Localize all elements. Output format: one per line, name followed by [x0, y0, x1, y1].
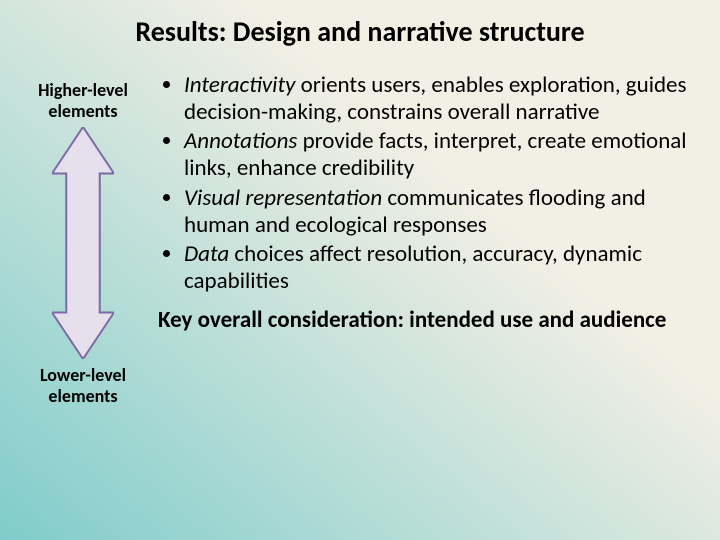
bullet-item: Annotations provide facts, interpret, cr… — [184, 128, 698, 182]
bullet-lead: Visual representation — [184, 184, 382, 212]
content-area: Interactivity orients users, enables exp… — [158, 72, 698, 334]
key-consideration: Key overall consideration: intended use … — [158, 307, 698, 334]
bullet-list: Interactivity orients users, enables exp… — [158, 72, 698, 295]
lower-level-label: Lower-level elements — [18, 365, 148, 406]
bullet-item: Visual representation communicates flood… — [184, 185, 698, 239]
slide: Results: Design and narrative structure … — [0, 0, 720, 540]
bullet-lead: Interactivity — [184, 71, 295, 99]
slide-title: Results: Design and narrative structure — [0, 14, 720, 49]
left-column: Higher-level elements Lower-level elemen… — [18, 80, 148, 407]
bullet-lead: Annotations — [184, 127, 297, 155]
lower-level-label-line2: elements — [48, 385, 117, 407]
lower-level-label-line1: Lower-level — [40, 364, 126, 386]
higher-level-label-line1: Higher-level — [38, 79, 128, 101]
bullet-item: Data choices affect resolution, accuracy… — [184, 241, 698, 295]
higher-level-label-line2: elements — [48, 100, 117, 122]
bullet-lead: Data — [184, 240, 229, 268]
bullet-rest: choices affect resolution, accuracy, dyn… — [184, 240, 642, 295]
double-arrow-container — [18, 127, 148, 359]
double-arrow-icon — [52, 127, 114, 359]
higher-level-label: Higher-level elements — [18, 80, 148, 121]
bullet-item: Interactivity orients users, enables exp… — [184, 72, 698, 126]
